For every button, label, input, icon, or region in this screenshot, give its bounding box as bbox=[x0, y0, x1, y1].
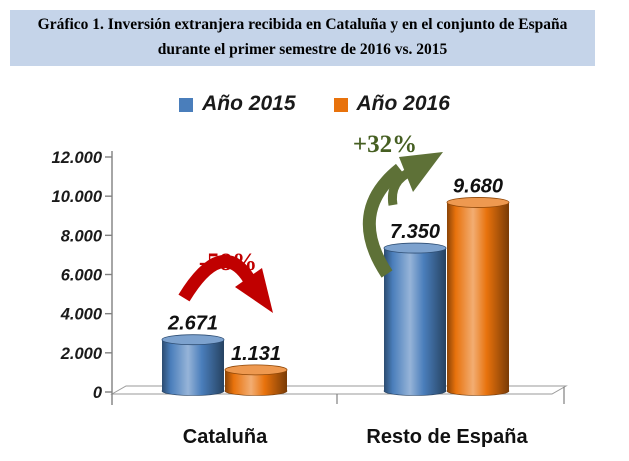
legend: Año 2015 Año 2016 bbox=[0, 92, 629, 116]
bar-body bbox=[225, 369, 287, 391]
bar-a-o-2015-catalu-a bbox=[161, 334, 225, 396]
legend-item-2016: Año 2016 bbox=[333, 92, 450, 116]
data-label-a-o-2015-resto-de-espa-a: 7.350 bbox=[390, 221, 440, 243]
arrow-arc bbox=[178, 255, 255, 302]
legend-item-2015: Año 2015 bbox=[179, 92, 296, 116]
bar-a-o-2016-resto-de-espa-a bbox=[446, 197, 510, 396]
y-axis-label: 6.000 bbox=[61, 267, 103, 285]
bar-a-o-2015-resto-de-espa-a bbox=[383, 242, 447, 396]
pct-change-resto: +32% bbox=[353, 131, 417, 158]
bar-top bbox=[161, 334, 225, 346]
bar-body bbox=[162, 339, 224, 391]
legend-label-2015: Año 2015 bbox=[202, 92, 296, 115]
arrow-head bbox=[399, 152, 443, 192]
y-axis-label: 12.000 bbox=[52, 149, 103, 167]
category-label: Cataluña bbox=[183, 426, 268, 448]
bar-body bbox=[384, 248, 446, 391]
y-axis-label: 0 bbox=[93, 384, 103, 402]
legend-swatch-2016-icon bbox=[333, 98, 348, 112]
arrow-arc bbox=[362, 163, 405, 278]
bar-top bbox=[383, 242, 447, 254]
category-label: Resto de España bbox=[366, 426, 528, 448]
increase-arrow-icon bbox=[362, 152, 443, 278]
data-label-a-o-2016-catalu-a: 1.131 bbox=[231, 343, 281, 365]
bar-top bbox=[224, 364, 288, 376]
data-label-a-o-2015-catalu-a: 2.671 bbox=[167, 313, 218, 335]
bar-body bbox=[447, 202, 509, 391]
arrow-head bbox=[235, 268, 273, 313]
data-label-a-o-2016-resto-de-espa-a: 9.680 bbox=[453, 175, 503, 197]
pct-change-cataluna: -58% bbox=[199, 249, 257, 276]
y-axis-label: 10.000 bbox=[52, 188, 103, 206]
chart-title: Gráfico 1. Inversión extranjera recibida… bbox=[10, 10, 595, 66]
y-axis-label: 8.000 bbox=[61, 227, 103, 245]
legend-swatch-2015-icon bbox=[179, 98, 194, 112]
legend-label-2016: Año 2016 bbox=[356, 92, 450, 115]
bar-a-o-2016-catalu-a bbox=[224, 364, 288, 396]
bar-top bbox=[446, 197, 510, 208]
decrease-arrow-icon bbox=[178, 255, 273, 313]
y-axis-label: 4.000 bbox=[60, 306, 103, 324]
y-axis-label: 2.000 bbox=[60, 345, 103, 363]
